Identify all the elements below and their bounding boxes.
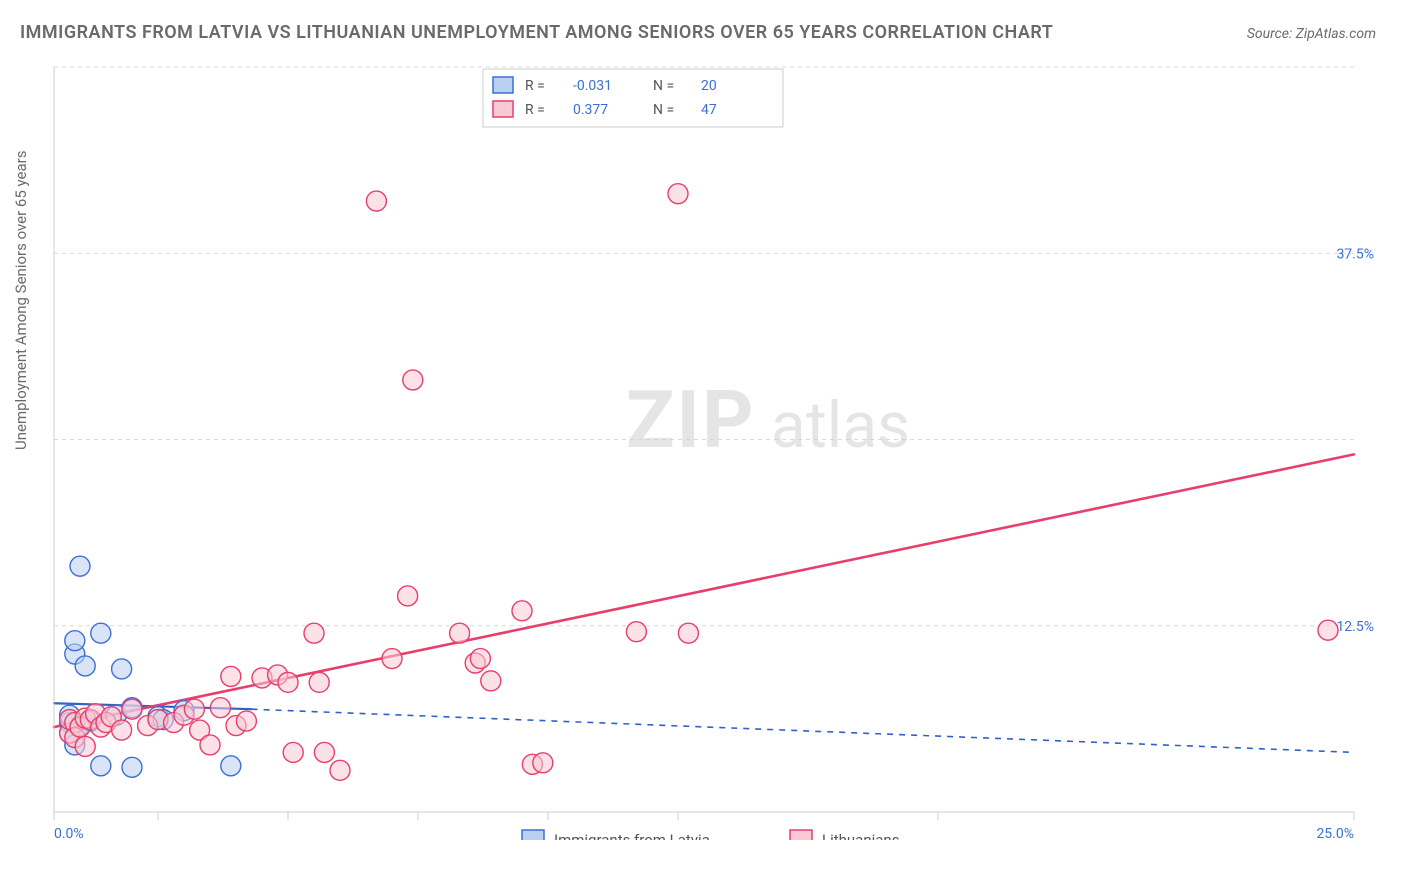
chart-title: IMMIGRANTS FROM LATVIA VS LITHUANIAN UNE… xyxy=(20,22,1053,43)
chart-area: 12.5% 37.5% 0.0% 25.0% ZIPatlas R = -0.031 N = 2… xyxy=(50,60,1380,840)
svg-text:atlas: atlas xyxy=(771,388,910,463)
svg-text:0.377: 0.377 xyxy=(573,102,608,118)
y-axis-label: Unemployment Among Seniors over 65 years xyxy=(12,151,30,450)
svg-text:R =: R = xyxy=(525,102,545,118)
source-name: ZipAtlas.com xyxy=(1296,26,1376,42)
source-prefix: Source: xyxy=(1247,26,1296,42)
svg-text:Immigrants from Latvia: Immigrants from Latvia xyxy=(554,831,710,840)
svg-text:25.0%: 25.0% xyxy=(1316,826,1354,840)
svg-text:12.5%: 12.5% xyxy=(1336,619,1374,635)
svg-text:20: 20 xyxy=(701,78,717,94)
svg-text:R =: R = xyxy=(525,78,545,94)
chart-svg: 12.5% 37.5% 0.0% 25.0% ZIPatlas R = -0.031 N = 2… xyxy=(50,60,1380,840)
source-label: Source: ZipAtlas.com xyxy=(1247,26,1376,42)
svg-text:Lithuanians: Lithuanians xyxy=(822,831,899,840)
svg-text:37.5%: 37.5% xyxy=(1336,246,1374,262)
svg-text:N =: N = xyxy=(653,78,674,94)
svg-text:47: 47 xyxy=(701,102,717,118)
svg-text:N =: N = xyxy=(653,102,674,118)
svg-text:-0.031: -0.031 xyxy=(573,78,612,94)
svg-text:0.0%: 0.0% xyxy=(54,826,84,840)
svg-text:ZIP: ZIP xyxy=(626,373,756,467)
